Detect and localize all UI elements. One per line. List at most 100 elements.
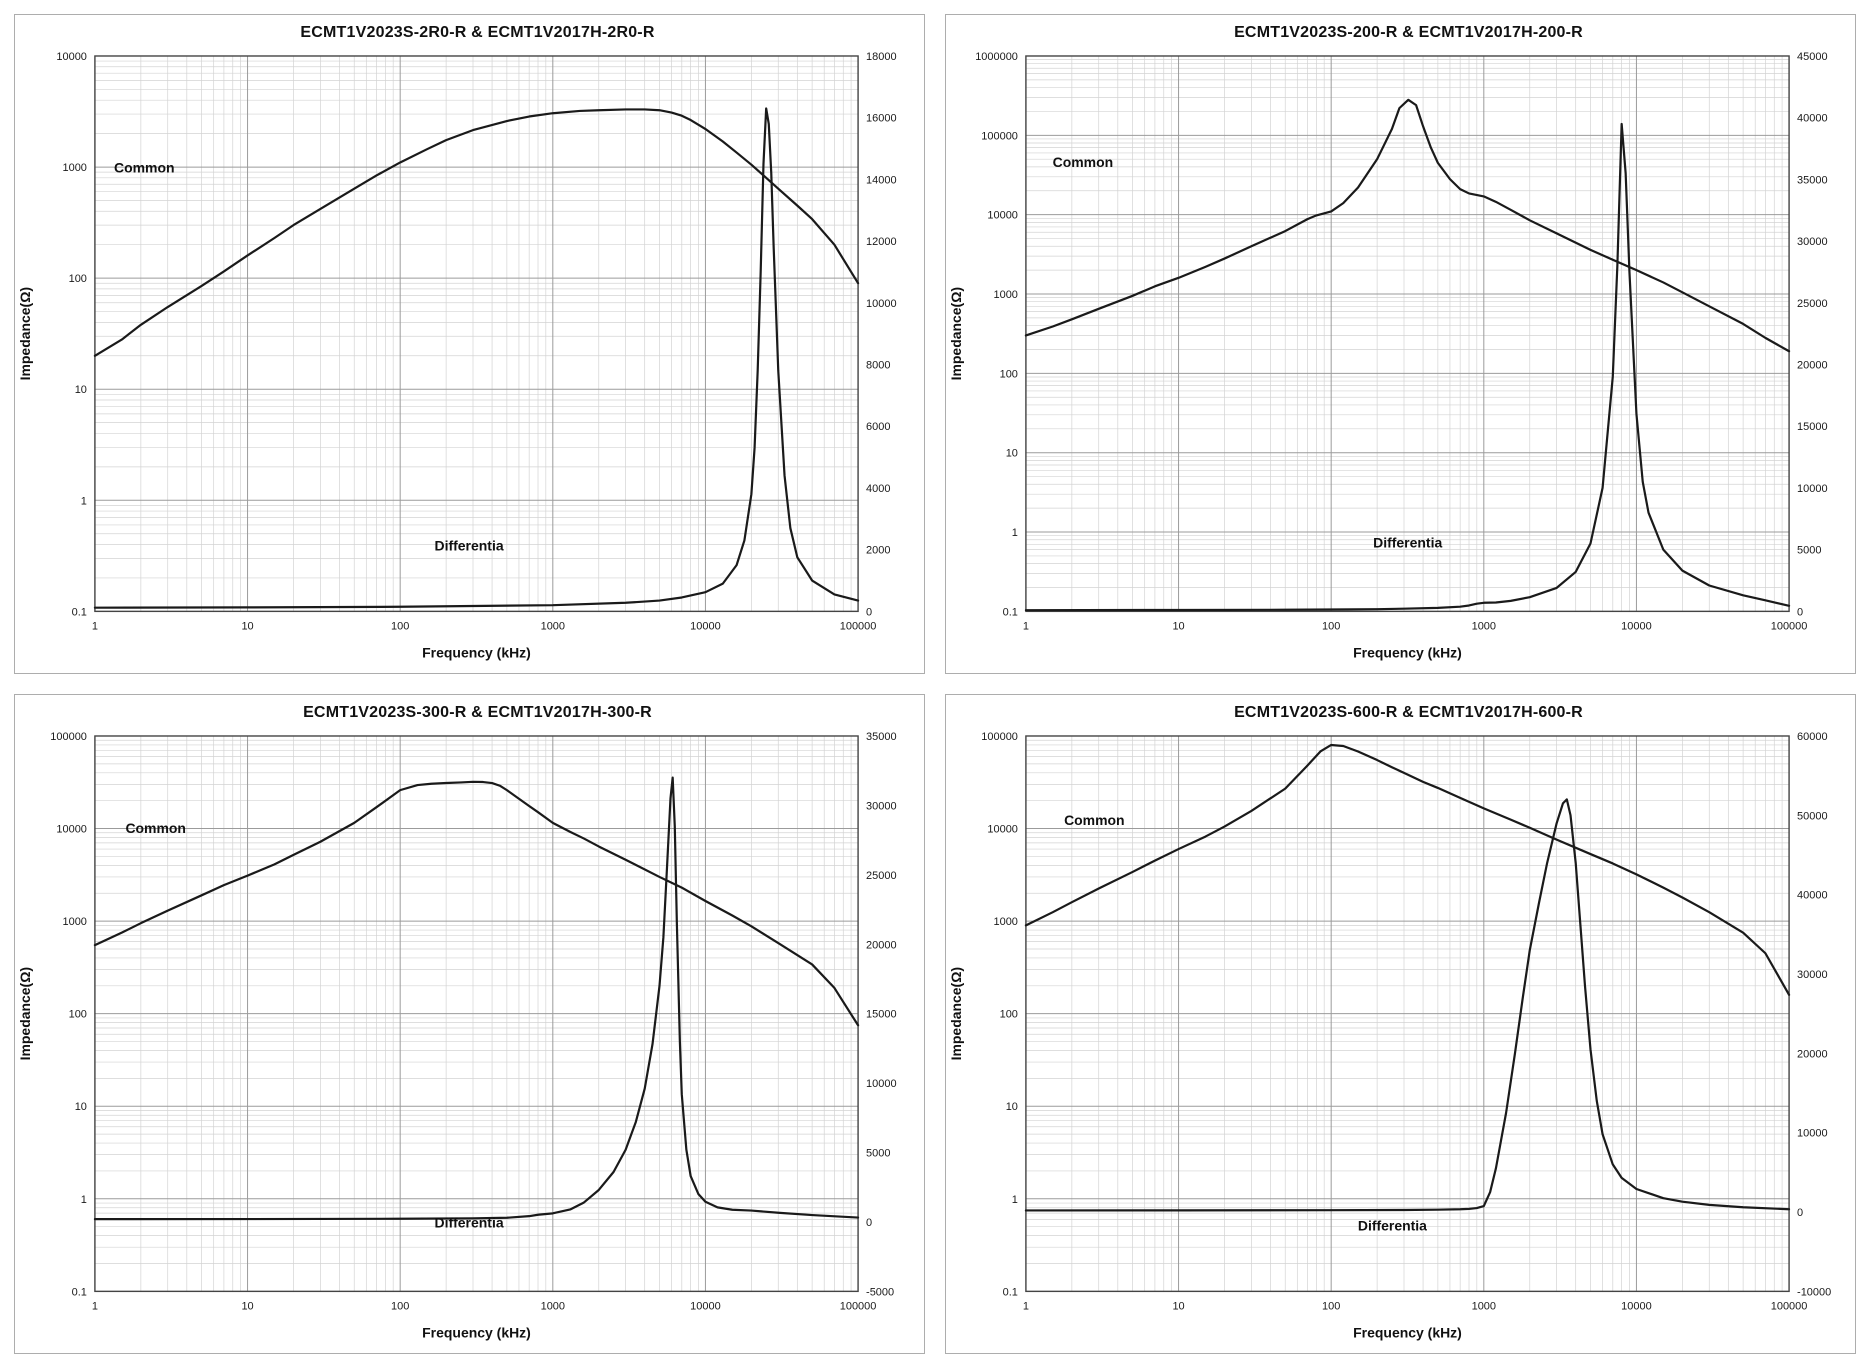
plot-border: [94, 735, 859, 1293]
x-tick-label: 1000: [1472, 620, 1496, 632]
left-tick-label: 10000: [987, 824, 1018, 836]
curve-label: Common: [114, 160, 175, 176]
common-mode-curve: [1024, 743, 1791, 996]
right-tick-label: 30000: [866, 800, 897, 812]
differential-mode-curve: [1024, 798, 1791, 1212]
x-axis-label: Frequency (kHz): [422, 1324, 531, 1340]
x-tick-label: 100: [1322, 1300, 1340, 1312]
left-tick-label: 1: [81, 1194, 87, 1206]
x-tick-label: 1: [92, 1300, 98, 1312]
y-axis-label: Impedance(Ω): [17, 287, 33, 380]
x-tick-label: 100000: [840, 620, 877, 632]
plot-border: [94, 55, 859, 613]
x-tick-label: 100: [391, 620, 409, 632]
curve-label: Common: [1064, 812, 1125, 828]
right-tick-label: 40000: [1797, 890, 1828, 902]
right-tick-label: 35000: [1797, 174, 1828, 186]
left-tick-label: 100000: [981, 731, 1018, 743]
curve-label: Differentia: [435, 537, 504, 553]
left-tick-label: 0.1: [1003, 606, 1018, 618]
chart-title: ECMT1V2023S-600-R & ECMT1V2017H-600-R: [1234, 704, 1583, 721]
right-tick-label: 8000: [866, 360, 890, 372]
left-tick-label: 1000: [994, 289, 1018, 301]
left-tick-label: 10: [1006, 448, 1018, 460]
curve-label: Common: [1053, 154, 1114, 170]
chart-title: ECMT1V2023S-200-R & ECMT1V2017H-200-R: [1234, 24, 1583, 41]
x-tick-label: 100000: [1771, 1300, 1808, 1312]
left-tick-label: 10000: [987, 210, 1018, 222]
left-tick-label: 100000: [50, 731, 87, 743]
right-tick-label: 0: [1797, 606, 1803, 618]
chart-panel-200: ECMT1V2023S-200-R & ECMT1V2017H-200-R 1 1…: [945, 14, 1856, 674]
right-tick-label: 50000: [1797, 810, 1828, 822]
right-tick-label: 2000: [866, 545, 890, 557]
right-tick-label: 14000: [866, 174, 897, 186]
chart-panel-300: ECMT1V2023S-300-R & ECMT1V2017H-300-R 1 1…: [14, 694, 925, 1354]
x-tick-label: 1000: [541, 620, 565, 632]
right-tick-label: 20000: [1797, 360, 1828, 372]
right-tick-label: 45000: [1797, 51, 1828, 63]
grid-lines: [94, 735, 859, 1292]
common-mode-curve: [1024, 98, 1791, 353]
x-tick-label: 10000: [690, 1300, 721, 1312]
left-tick-label: 100: [69, 1009, 87, 1021]
impedance-chart: 1 10 100 1000 10000 1000000.11101001000100001…: [948, 731, 1831, 1340]
y-axis-label: Impedance(Ω): [948, 287, 964, 380]
grid-lines: [1025, 55, 1790, 612]
left-tick-label: 10: [1006, 1101, 1018, 1113]
right-tick-label: 20000: [866, 939, 897, 951]
left-tick-label: 100: [69, 273, 87, 285]
grid-lines: [94, 55, 859, 612]
curve-label: Differentia: [435, 1215, 504, 1231]
left-tick-label: 10: [75, 1101, 87, 1113]
left-tick-label: 1: [1012, 1194, 1018, 1206]
x-axis-label: Frequency (kHz): [422, 644, 531, 660]
y-axis-label: Impedance(Ω): [17, 967, 33, 1060]
chart-panel-2r0: ECMT1V2023S-2R0-R & ECMT1V2017H-2R0-R 1 1…: [14, 14, 925, 674]
left-tick-label: 100000: [981, 130, 1018, 142]
chart-title: ECMT1V2023S-300-R & ECMT1V2017H-300-R: [303, 704, 652, 721]
right-tick-label: 18000: [866, 51, 897, 63]
chart-title: ECMT1V2023S-2R0-R & ECMT1V2017H-2R0-R: [300, 24, 655, 41]
left-tick-label: 1000: [63, 916, 87, 928]
x-tick-label: 100000: [840, 1300, 877, 1312]
x-tick-label: 1000: [541, 1300, 565, 1312]
curve-label: Differentia: [1358, 1217, 1427, 1233]
right-tick-label: 0: [1797, 1207, 1803, 1219]
left-tick-label: 0.1: [1003, 1286, 1018, 1298]
differential-mode-curve: [1024, 122, 1791, 612]
curve-label: Differentia: [1373, 535, 1442, 551]
impedance-chart: 1 10 100 1000 10000 1000000.11101001000100000…: [17, 51, 897, 660]
x-tick-label: 100000: [1771, 620, 1808, 632]
left-tick-label: 0.1: [72, 606, 87, 618]
right-tick-label: 20000: [1797, 1048, 1828, 1060]
common-mode-curve: [93, 780, 860, 1027]
right-tick-label: 10000: [866, 1078, 897, 1090]
right-tick-label: -10000: [1797, 1286, 1831, 1298]
left-tick-label: 1000: [994, 916, 1018, 928]
left-tick-label: 0.1: [72, 1286, 87, 1298]
left-tick-label: 10000: [56, 51, 87, 63]
left-tick-label: 10000: [56, 824, 87, 836]
left-tick-label: 1000000: [975, 51, 1018, 63]
x-tick-label: 10000: [690, 620, 721, 632]
x-tick-label: 1000: [1472, 1300, 1496, 1312]
x-tick-label: 100: [391, 1300, 409, 1312]
left-tick-label: 1000: [63, 162, 87, 174]
right-tick-label: 60000: [1797, 731, 1828, 743]
right-tick-label: 10000: [1797, 1128, 1828, 1140]
chart-panel-600: ECMT1V2023S-600-R & ECMT1V2017H-600-R 1 1…: [945, 694, 1856, 1354]
right-tick-label: 10000: [1797, 483, 1828, 495]
right-tick-label: 30000: [1797, 236, 1828, 248]
right-tick-label: 6000: [866, 421, 890, 433]
y-axis-label: Impedance(Ω): [948, 967, 964, 1060]
left-tick-label: 1: [1012, 527, 1018, 539]
impedance-chart: 1 10 100 1000 10000 1000000.11101001000100001…: [17, 731, 897, 1340]
right-tick-label: 0: [866, 1217, 872, 1229]
impedance-chart: 1 10 100 1000 10000 1000000.11101001000100001…: [948, 51, 1828, 660]
right-tick-label: 5000: [866, 1148, 890, 1160]
x-tick-label: 1: [1023, 1300, 1029, 1312]
right-tick-label: 12000: [866, 236, 897, 248]
x-tick-label: 1: [92, 620, 98, 632]
